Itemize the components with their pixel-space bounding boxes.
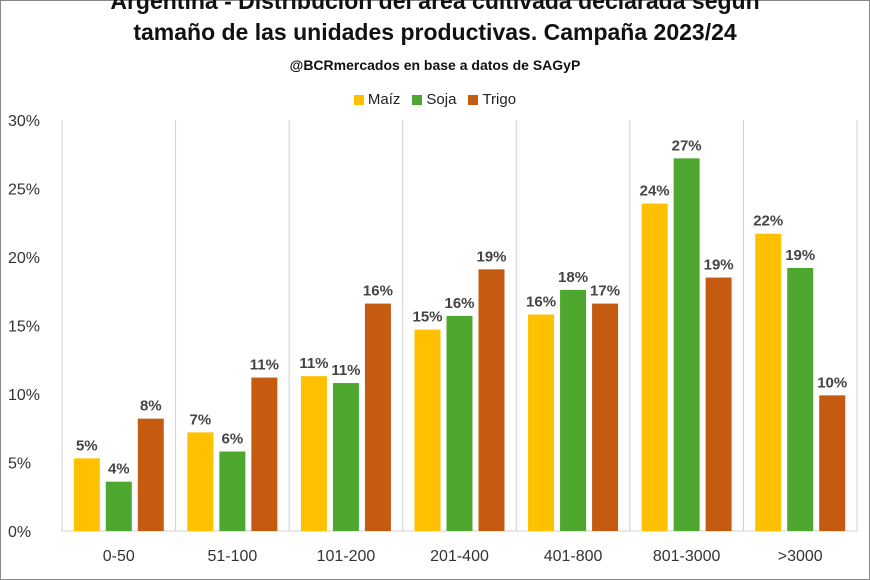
data-label: 19% — [704, 257, 734, 274]
data-label: 4% — [108, 461, 130, 478]
data-label: 11% — [331, 362, 360, 379]
data-label: 22% — [753, 213, 783, 230]
data-label: 11% — [250, 357, 279, 374]
y-tick-label: 25% — [8, 182, 40, 199]
bar-maiz — [528, 314, 555, 531]
bar-trigo — [251, 377, 278, 531]
bar-soja — [105, 481, 132, 531]
legend-item-trigo: Trigo — [468, 91, 516, 108]
legend-label: Maíz — [367, 91, 401, 108]
bar-soja — [673, 158, 700, 532]
legend-item-maiz: Maíz — [353, 91, 401, 108]
data-label: 17% — [590, 283, 620, 300]
data-label: 16% — [363, 283, 393, 300]
bar-maiz — [300, 376, 327, 531]
y-tick-label: 0% — [8, 524, 31, 541]
data-label: 10% — [817, 374, 847, 391]
data-label: 16% — [526, 294, 556, 311]
y-tick-label: 10% — [8, 387, 40, 404]
x-tick-label: 0-50 — [103, 548, 135, 565]
bar-soja — [219, 451, 246, 531]
y-tick-label: 15% — [8, 319, 40, 336]
legend-swatch — [353, 94, 364, 105]
y-tick-label: 5% — [8, 456, 31, 473]
data-label: 15% — [412, 309, 442, 326]
bar-maiz — [414, 329, 441, 531]
bar-trigo — [819, 395, 846, 531]
bar-trigo — [705, 277, 732, 531]
data-label: 16% — [444, 295, 474, 312]
data-label: 19% — [785, 247, 815, 264]
data-label: 18% — [558, 269, 588, 286]
bar-maiz — [187, 432, 214, 531]
bar-soja — [446, 315, 473, 531]
legend-swatch — [412, 94, 423, 105]
y-tick-label: 20% — [8, 250, 40, 267]
bar-maiz — [755, 233, 782, 531]
data-label: 7% — [190, 411, 212, 428]
data-label: 8% — [140, 398, 162, 415]
legend: Maíz Soja Trigo — [0, 91, 870, 108]
bar-trigo — [364, 303, 391, 531]
x-tick-label: 101-200 — [317, 548, 376, 565]
legend-label: Trigo — [482, 91, 517, 108]
x-tick-label: 201-400 — [430, 548, 489, 565]
x-tick-label: 51-100 — [207, 548, 257, 565]
data-label: 19% — [476, 248, 506, 265]
x-tick-label: 401-800 — [544, 548, 603, 565]
x-tick-label: >3000 — [778, 548, 823, 565]
bar-maiz — [641, 203, 668, 531]
chart-subtitle: @BCRmercados en base a datos de SAGyP — [289, 57, 581, 73]
data-label: 11% — [299, 355, 328, 372]
data-label: 6% — [222, 431, 244, 448]
data-label: 5% — [76, 437, 98, 454]
legend-label: Soja — [426, 91, 457, 108]
y-tick-label: 30% — [8, 113, 40, 130]
legend-item-soja: Soja — [412, 91, 456, 108]
chart-title-line2: tamaño de las unidades productivas. Camp… — [133, 19, 737, 45]
chart-title-line1: Argentina - Distribución del área cultiv… — [110, 0, 760, 14]
x-tick-label: 801-3000 — [653, 548, 721, 565]
data-label: 24% — [640, 183, 670, 200]
bar-trigo — [592, 303, 619, 531]
bar-trigo — [478, 269, 505, 531]
data-label: 27% — [672, 137, 702, 154]
bar-maiz — [73, 458, 100, 531]
bar-soja — [560, 289, 587, 531]
legend-swatch — [468, 94, 479, 105]
bar-soja — [332, 383, 359, 531]
bar-soja — [787, 267, 814, 531]
bar-trigo — [137, 418, 164, 531]
